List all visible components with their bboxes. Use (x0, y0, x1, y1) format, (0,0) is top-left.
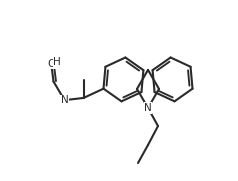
Text: N: N (144, 103, 152, 113)
Text: O: O (47, 59, 55, 69)
Text: H: H (53, 57, 61, 67)
Text: N: N (61, 95, 68, 105)
